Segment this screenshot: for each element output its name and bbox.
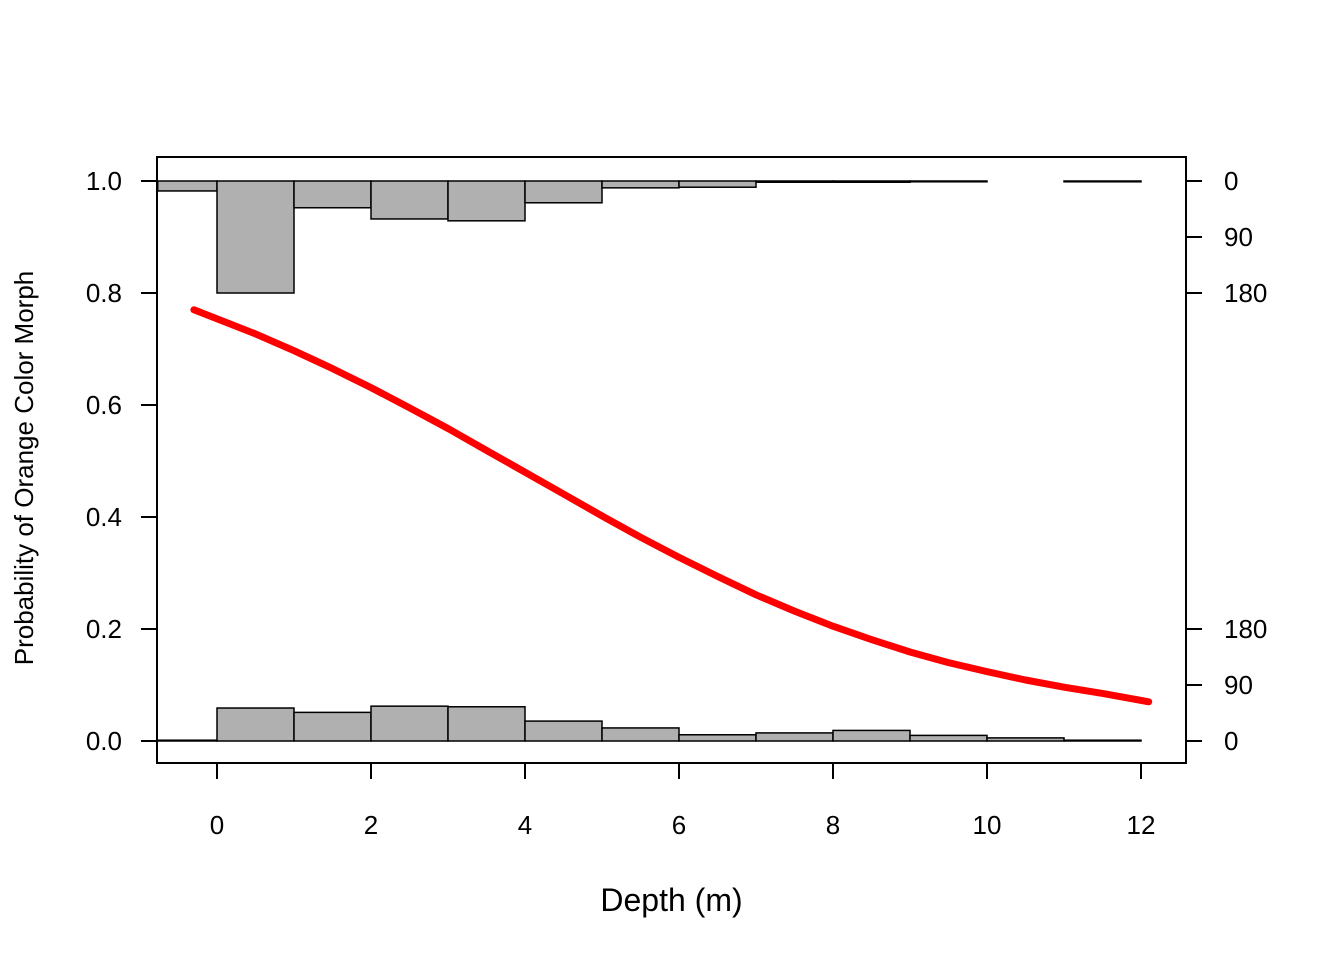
top-histogram-bar	[156, 180, 218, 192]
top-histogram-bar	[678, 180, 757, 188]
bottom-histogram-bar	[1063, 739, 1142, 742]
y-tick-label: 0.4	[86, 502, 122, 532]
top-histogram-bar	[832, 180, 911, 183]
plot-frame	[156, 156, 1187, 764]
x-tick-label: 4	[518, 810, 532, 840]
top-histogram	[156, 180, 1142, 294]
bottom-histogram-bar	[601, 727, 680, 742]
top-histogram-bar	[293, 180, 372, 209]
bottom-histogram-bar	[909, 734, 988, 742]
x-tick-label: 8	[826, 810, 840, 840]
bottom-histogram	[156, 705, 1142, 742]
x-axis: 0 2 4 6 8 10 12	[210, 762, 1156, 840]
bottom-histogram-bar	[678, 734, 757, 742]
bottom-histogram-bar	[524, 720, 603, 742]
fitted-probability-curve	[190, 306, 1153, 706]
bottom-histogram-bar	[156, 739, 218, 742]
y-tick-label: 1.0	[86, 166, 122, 196]
bottom-histogram-bar	[293, 711, 372, 742]
top-histogram-bar	[370, 180, 449, 220]
x-axis-title: Depth (m)	[600, 882, 742, 918]
right-tick-label-top: 90	[1224, 222, 1253, 252]
bottom-histogram-bar	[370, 705, 449, 742]
bottom-histogram-bar	[755, 732, 834, 742]
right-tick-label-bottom: 90	[1224, 670, 1253, 700]
top-histogram-bar	[1063, 180, 1142, 183]
right-tick-label-bottom: 0	[1224, 726, 1238, 756]
y-axis: 0.0 0.2 0.4 0.6 0.8 1.0	[86, 166, 158, 756]
top-histogram-bar	[601, 180, 680, 189]
bottom-histogram-bar	[986, 737, 1065, 742]
y-tick-label: 0.2	[86, 614, 122, 644]
y-tick-label: 0.6	[86, 390, 122, 420]
right-tick-label-top: 0	[1224, 166, 1238, 196]
y-tick-label: 0.8	[86, 278, 122, 308]
x-tick-label: 6	[672, 810, 686, 840]
bottom-histogram-bar	[832, 729, 911, 742]
y-tick-label: 0.0	[86, 726, 122, 756]
bottom-histogram-bar	[447, 706, 526, 742]
right-count-axis: 0 90 180 0 90 180	[1185, 166, 1267, 756]
right-tick-label-bottom: 180	[1224, 614, 1267, 644]
top-histogram-bar	[909, 180, 988, 183]
top-histogram-bar	[216, 180, 295, 294]
x-tick-label: 12	[1127, 810, 1156, 840]
right-tick-label-top: 180	[1224, 278, 1267, 308]
bottom-histogram-bar	[216, 707, 295, 742]
x-tick-label: 0	[210, 810, 224, 840]
y-axis-title: Probability of Orange Color Morph	[9, 271, 39, 666]
top-histogram-bar	[755, 180, 834, 183]
top-histogram-bar	[524, 180, 603, 204]
top-histogram-bar	[447, 180, 526, 222]
x-tick-label: 10	[973, 810, 1002, 840]
x-tick-label: 2	[364, 810, 378, 840]
